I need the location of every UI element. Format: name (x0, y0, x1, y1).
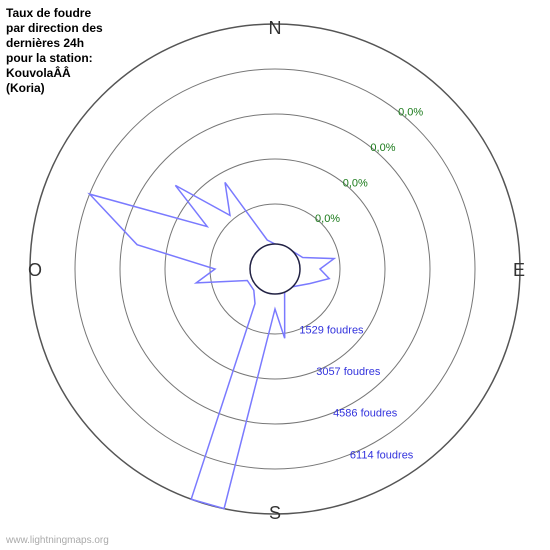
inner-circle (250, 244, 300, 294)
ring-label-upper: 0,0% (315, 213, 340, 225)
compass-w: O (28, 260, 42, 280)
footer-credit: www.lightningmaps.org (6, 535, 109, 546)
polar-chart: 0,0% 0,0% 0,0% 0,0% 1529 foudres 3057 foudre… (20, 14, 530, 524)
ring-label-lower: 3057 foudres (316, 366, 381, 378)
compass-s: S (269, 503, 281, 523)
ring-label-lower: 4586 foudres (333, 408, 398, 420)
ring-label-lower: 6114 foudres (350, 449, 414, 461)
compass-n: N (269, 18, 282, 38)
rose-polyline (90, 182, 335, 508)
ring-label-upper: 0,0% (370, 142, 395, 154)
ring-label-upper: 0,0% (398, 106, 423, 118)
ring-labels-lower: 1529 foudres 3057 foudres 4586 foudres 6114… (299, 324, 413, 461)
rose-path (90, 182, 335, 508)
ring-label-upper: 0,0% (343, 177, 368, 189)
compass-e: E (513, 260, 525, 280)
ring-label-lower: 1529 foudres (299, 324, 364, 336)
